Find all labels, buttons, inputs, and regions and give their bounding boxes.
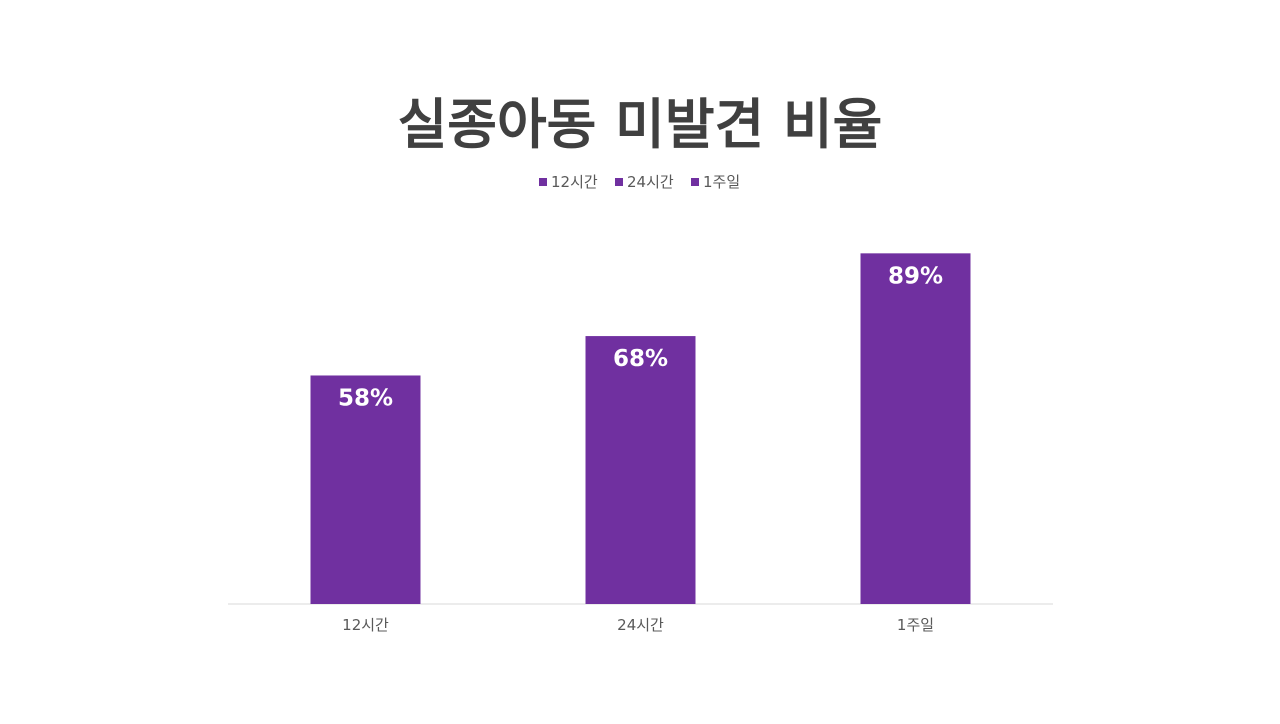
- data-label-3: 89%: [888, 263, 943, 289]
- data-labels: 58% 68% 89%: [338, 263, 943, 411]
- bars: [310, 253, 971, 604]
- x-tick-label-2: 24시간: [617, 616, 664, 634]
- bar-1: [310, 375, 421, 604]
- legend-label-1: 12시간: [551, 173, 598, 191]
- data-label-2: 68%: [613, 346, 668, 372]
- chart-legend: 12시간 24시간 1주일: [539, 173, 740, 191]
- legend-label-3: 1주일: [703, 173, 740, 191]
- legend-swatch-2: [615, 178, 623, 186]
- chart-title: 실종아동 미발견 비율: [398, 93, 883, 156]
- data-label-1: 58%: [338, 385, 393, 411]
- legend-swatch-3: [691, 178, 699, 186]
- x-tick-label-3: 1주일: [897, 616, 934, 634]
- legend-swatch-1: [539, 178, 547, 186]
- bar-3: [860, 253, 971, 604]
- x-tick-label-1: 12시간: [342, 616, 389, 634]
- x-axis-tick-labels: 12시간 24시간 1주일: [342, 616, 934, 634]
- legend-label-2: 24시간: [627, 173, 674, 191]
- bar-2: [585, 336, 696, 604]
